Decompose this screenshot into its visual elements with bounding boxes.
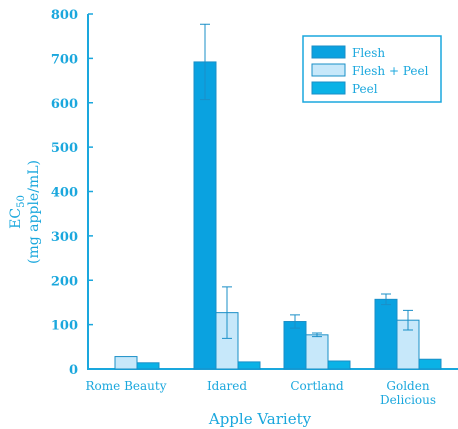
y-tick-label: 0 <box>69 363 78 378</box>
y-tick-label: 600 <box>51 97 78 112</box>
legend-swatch <box>311 81 346 95</box>
error-bar <box>381 293 391 306</box>
svg-text:EC50: EC50 <box>8 195 27 229</box>
bar-flesh-1 <box>193 61 217 370</box>
x-tick-label: Golden <box>386 379 429 393</box>
error-bar <box>290 314 300 329</box>
bar-peel-2 <box>327 360 351 370</box>
y-tick-label: 700 <box>51 52 78 67</box>
y-axis-label-subscript: 50 <box>16 195 27 208</box>
legend: Flesh Flesh + Peel Peel <box>302 35 442 103</box>
x-axis-label: Apple Variety <box>208 410 312 428</box>
y-tick-label: 200 <box>51 274 78 289</box>
x-tick-label: Cortland <box>290 379 344 393</box>
legend-label: Flesh <box>352 46 385 60</box>
y-axis-label: EC50 (mg apple/mL) <box>8 160 42 264</box>
error-bar <box>312 332 322 338</box>
y-tick-label: 500 <box>51 141 78 156</box>
bar-flesh-peel-2 <box>305 334 329 370</box>
error-bar <box>403 309 413 331</box>
legend-swatch <box>311 45 346 59</box>
bar-flesh-peel-0 <box>114 356 138 370</box>
bar-peel-0 <box>136 362 160 370</box>
error-bar <box>200 23 210 101</box>
bar-peel-1 <box>237 361 261 370</box>
y-axis-label-units: (mg apple/mL) <box>26 160 42 264</box>
bar-peel-3 <box>418 358 442 370</box>
x-tick-label: Rome Beauty <box>86 379 167 393</box>
x-tick-label-line2: Delicious <box>380 393 436 407</box>
bars <box>114 23 442 370</box>
y-tick-label: 300 <box>51 230 78 245</box>
y-tick-label: 100 <box>51 319 78 334</box>
y-tick-label: 800 <box>51 8 78 23</box>
error-bar <box>222 286 232 339</box>
x-tick-label: Idared <box>207 379 247 393</box>
bar-flesh-3 <box>374 298 398 370</box>
legend-swatch <box>311 63 346 77</box>
y-tick-label: 400 <box>51 186 78 201</box>
y-ticks: 0 100 200 300 400 500 600 700 800 <box>51 8 93 378</box>
y-axis-label-main: EC <box>8 208 24 229</box>
legend-label: Peel <box>352 82 378 96</box>
legend-label: Flesh + Peel <box>352 64 429 78</box>
